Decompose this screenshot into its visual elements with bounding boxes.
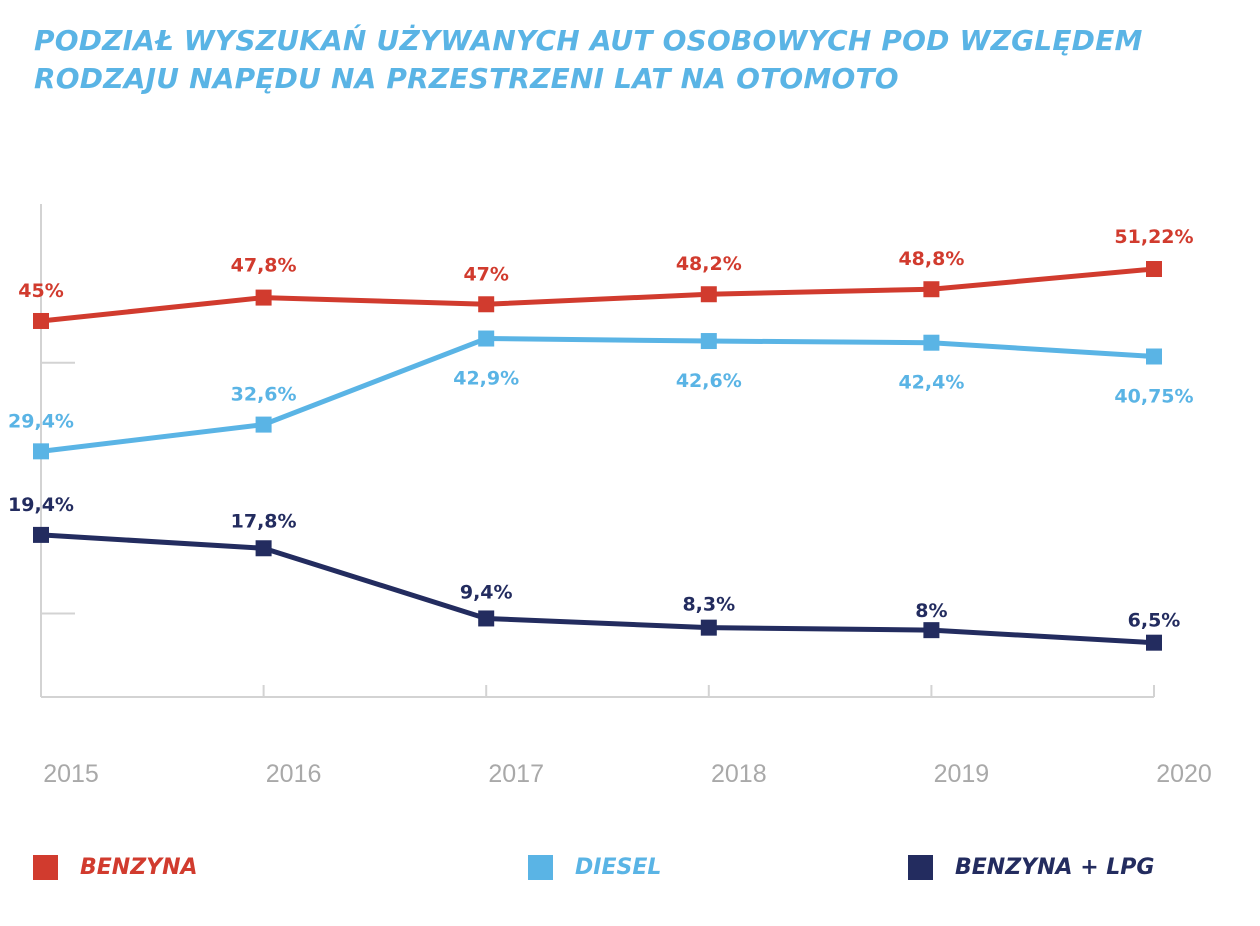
data-label-2016: 47,8%: [231, 255, 297, 277]
chart-title: PODZIAŁ WYSZUKAŃ UŻYWANYCH AUT OSOBOWYCH…: [34, 24, 1143, 95]
data-label-2020: 40,75%: [1114, 385, 1193, 407]
data-label-2017: 9,4%: [460, 581, 513, 603]
data-label-2016: 17,8%: [231, 510, 297, 532]
data-label-2015: 29,4%: [8, 410, 74, 432]
data-label-2020: 6,5%: [1128, 610, 1181, 632]
data-point-2017: [478, 330, 495, 347]
data-label-2017: 42,9%: [453, 368, 519, 390]
legend-swatch-benzyna-lpg: [908, 854, 933, 880]
legend-swatch-benzyna: [33, 854, 58, 880]
data-label-2017: 47%: [463, 263, 508, 285]
legend-swatch-diesel: [528, 854, 553, 880]
data-point-2018: [700, 286, 717, 303]
data-point-2020: [1146, 634, 1162, 651]
data-point-2020: [1146, 348, 1162, 365]
series-benzyna: 45% 47,8% 47% 48,2% 48,8% 51,22%: [18, 226, 1194, 329]
legend-item-benzyna: BENZYNA: [33, 852, 198, 882]
series-layer: 45% 47,8% 47% 48,2% 48,8% 51,22% 29,4% 32,6% 42,…: [8, 226, 1194, 651]
data-label-2018: 48,2%: [676, 253, 742, 275]
data-label-2018: 8,3%: [682, 594, 735, 616]
series-line: [40, 266, 1155, 324]
data-point-2019: [923, 334, 940, 351]
x-tick-label-2019: 2019: [934, 760, 990, 788]
x-tick-label-2020: 2020: [1156, 760, 1212, 788]
data-label-2019: 8%: [915, 600, 947, 622]
data-label-2015: 19,4%: [8, 494, 74, 516]
x-tick-label-2017: 2017: [488, 760, 544, 788]
legend-label-benzyna-lpg: BENZYNA + LPG: [955, 854, 1155, 880]
series-line: [40, 532, 1155, 646]
data-point-2016: [255, 416, 272, 433]
data-point-2015: [33, 443, 49, 460]
data-label-2019: 48,8%: [898, 248, 964, 270]
data-label-2016: 32,6%: [231, 384, 297, 406]
x-tick-labels: 2015 2016 2017 2018 2019 2020: [43, 760, 1212, 788]
legend-label-benzyna: BENZYNA: [80, 854, 198, 880]
data-label-2020: 51,22%: [1114, 226, 1193, 248]
data-label-2019: 42,4%: [898, 372, 964, 394]
data-label-2018: 42,6%: [676, 370, 742, 392]
data-point-2016: [255, 540, 272, 557]
data-point-2018: [700, 619, 717, 636]
x-tick-label-2015: 2015: [43, 760, 99, 788]
legend-label-diesel: DIESEL: [575, 854, 662, 880]
data-point-2017: [478, 610, 495, 627]
data-point-2019: [923, 622, 940, 639]
data-point-2019: [923, 281, 940, 298]
data-point-2015: [33, 312, 49, 329]
data-label-2015: 45%: [18, 280, 63, 302]
series-diesel: 29,4% 32,6% 42,9% 42,6% 42,4% 40,75%: [8, 330, 1194, 460]
data-point-2015: [33, 526, 49, 543]
data-point-2018: [700, 333, 717, 350]
series-line: [40, 336, 1155, 454]
legend-item-benzyna-lpg: BENZYNA + LPG: [908, 852, 1154, 882]
data-point-2020: [1146, 261, 1162, 278]
legend-item-diesel: DIESEL: [528, 852, 661, 882]
data-point-2017: [478, 296, 495, 313]
x-tick-label-2016: 2016: [266, 760, 322, 788]
series-benzyna-lpg: 19,4% 17,8% 9,4% 8,3% 8% 6,5%: [8, 494, 1180, 651]
x-tick-label-2018: 2018: [711, 760, 767, 788]
data-point-2016: [255, 289, 272, 306]
